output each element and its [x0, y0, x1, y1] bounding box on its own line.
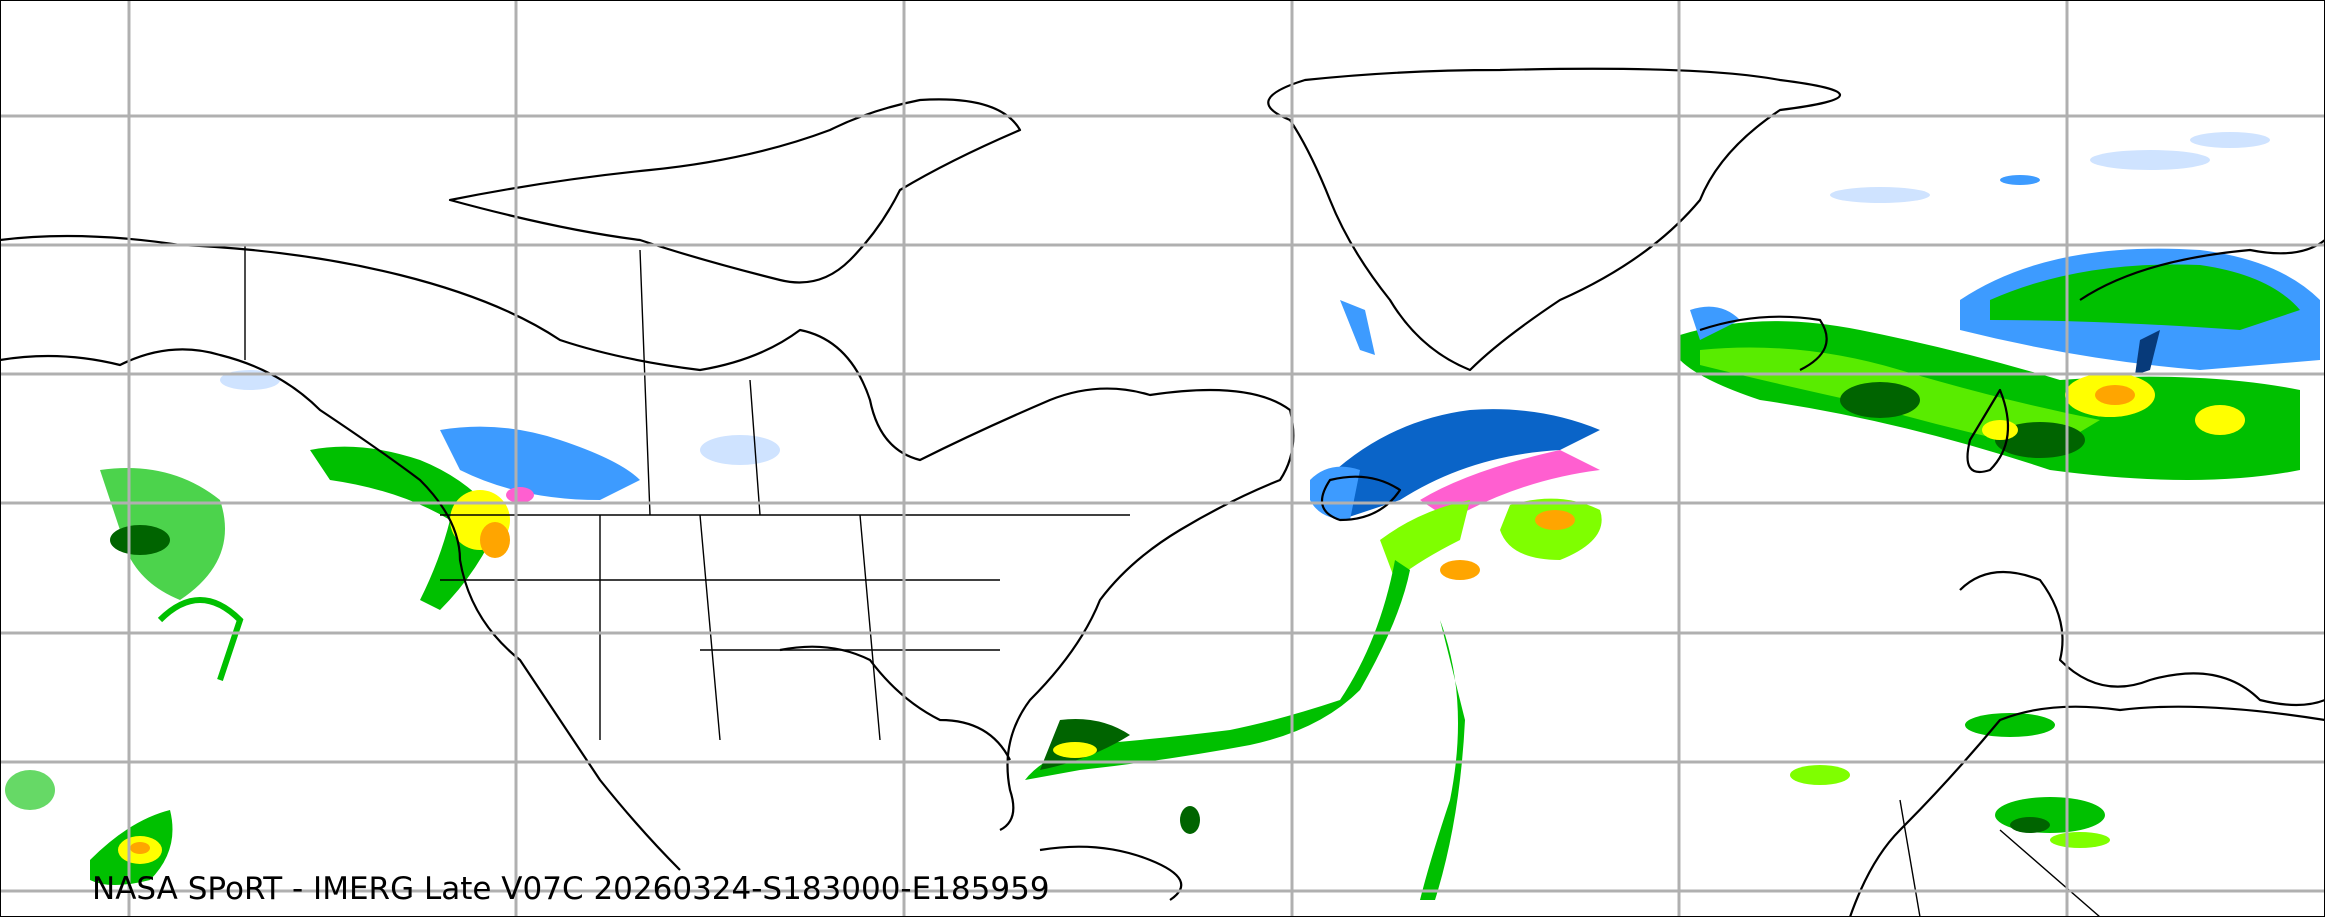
- map-caption: NASA SPoRT - IMERG Late V07C 20260324-S1…: [92, 871, 1050, 907]
- coastlines: [0, 67, 2325, 917]
- arctic-islands-coast: [448, 98, 1022, 284]
- iberia-europe-coast: [1959, 570, 2325, 707]
- precip-europe: [1680, 248, 2320, 480]
- cuba-coast: [1039, 845, 1183, 901]
- precip-mexico: [5, 770, 173, 885]
- precip-pacific-nw: [100, 370, 780, 681]
- us-state-borders: [440, 514, 1130, 741]
- precip-africa: [1790, 713, 2110, 848]
- newfoundland-coast: [1320, 475, 1402, 522]
- political-borders: [244, 245, 2101, 917]
- precip-atlantic: [1025, 409, 1602, 900]
- north-america-coast: [0, 234, 1295, 831]
- britain-coast: [1966, 388, 2010, 473]
- precipitation-layer: [5, 132, 2320, 900]
- iceland-coast: [1699, 315, 1828, 371]
- pacific-coast: [0, 348, 681, 871]
- africa-coast: [1848, 705, 2325, 917]
- gulf-coast: [779, 645, 1011, 761]
- snow-arctic: [1340, 132, 2270, 355]
- scandinavia-coast: [2079, 239, 2325, 301]
- greenland-coast: [1267, 67, 1842, 372]
